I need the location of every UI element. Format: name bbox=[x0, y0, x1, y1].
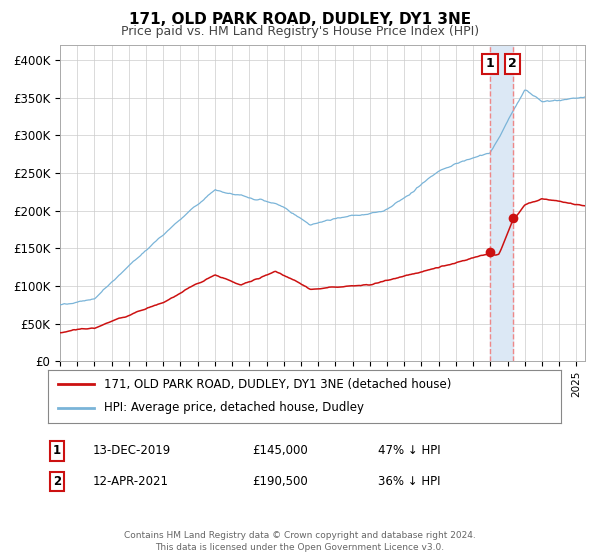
Text: 171, OLD PARK ROAD, DUDLEY, DY1 3NE (detached house): 171, OLD PARK ROAD, DUDLEY, DY1 3NE (det… bbox=[104, 378, 452, 391]
Text: Contains HM Land Registry data © Crown copyright and database right 2024.
This d: Contains HM Land Registry data © Crown c… bbox=[124, 531, 476, 552]
Text: 2: 2 bbox=[53, 475, 61, 488]
Text: 2: 2 bbox=[508, 58, 517, 71]
Text: 1: 1 bbox=[485, 58, 494, 71]
Bar bbox=[490, 45, 512, 361]
Text: £145,000: £145,000 bbox=[252, 444, 308, 458]
Text: 171, OLD PARK ROAD, DUDLEY, DY1 3NE: 171, OLD PARK ROAD, DUDLEY, DY1 3NE bbox=[129, 12, 471, 27]
Text: 13-DEC-2019: 13-DEC-2019 bbox=[93, 444, 171, 458]
Text: 47% ↓ HPI: 47% ↓ HPI bbox=[378, 444, 440, 458]
Text: 12-APR-2021: 12-APR-2021 bbox=[93, 475, 169, 488]
Text: HPI: Average price, detached house, Dudley: HPI: Average price, detached house, Dudl… bbox=[104, 402, 364, 414]
Text: £190,500: £190,500 bbox=[252, 475, 308, 488]
Text: 36% ↓ HPI: 36% ↓ HPI bbox=[378, 475, 440, 488]
Text: 1: 1 bbox=[53, 444, 61, 458]
Text: Price paid vs. HM Land Registry's House Price Index (HPI): Price paid vs. HM Land Registry's House … bbox=[121, 25, 479, 38]
